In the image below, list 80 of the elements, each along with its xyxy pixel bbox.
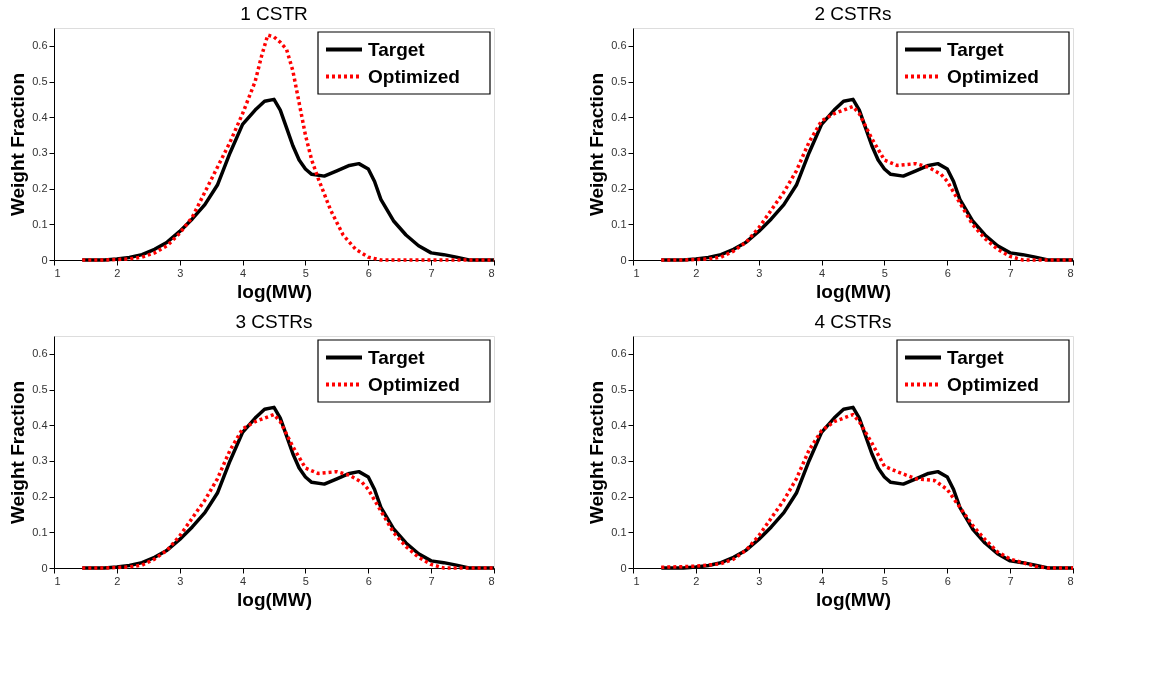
y-tick-label: 0 [41, 561, 48, 574]
legend-label: Target [947, 346, 1005, 368]
y-tick-label: 0.4 [611, 110, 627, 123]
y-tick-label: 0.4 [611, 418, 627, 431]
x-tick-label: 4 [240, 266, 247, 279]
x-tick-label: 2 [114, 574, 121, 587]
x-tick-label: 5 [302, 266, 309, 279]
y-tick-label: 0.3 [32, 146, 48, 159]
y-tick-label: 0 [620, 561, 627, 574]
chart-title: 2 CSTRs [814, 3, 892, 24]
x-tick-label: 7 [1007, 266, 1014, 279]
y-tick-label: 0.1 [611, 525, 627, 538]
x-tick-label: 2 [693, 574, 700, 587]
y-tick-label: 0.6 [32, 39, 48, 52]
legend-label: Optimized [368, 65, 460, 87]
legend-label: Target [947, 38, 1005, 60]
y-tick-label: 0 [41, 253, 48, 266]
y-axis-title: Weight Fraction [7, 380, 29, 525]
y-tick-label: 0.2 [32, 182, 48, 195]
x-tick-label: 6 [944, 266, 951, 279]
y-tick-label: 0.5 [32, 75, 48, 88]
y-axis-title: Weight Fraction [7, 72, 29, 217]
chart-title: 4 CSTRs [814, 311, 892, 332]
y-tick-label: 0.4 [32, 418, 48, 431]
y-tick-label: 0.4 [32, 110, 48, 123]
x-tick-label: 4 [819, 574, 826, 587]
y-tick-label: 0.3 [611, 454, 627, 467]
y-tick-label: 0.1 [32, 525, 48, 538]
x-tick-label: 3 [177, 266, 184, 279]
legend-label: Target [368, 346, 426, 368]
x-tick-label: 8 [488, 266, 495, 279]
y-axis-title: Weight Fraction [586, 380, 608, 525]
x-tick-label: 7 [428, 266, 435, 279]
x-tick-label: 7 [428, 574, 435, 587]
y-axis-title: Weight Fraction [586, 72, 608, 217]
x-tick-label: 5 [302, 574, 309, 587]
x-tick-label: 3 [756, 574, 763, 587]
x-tick-label: 8 [488, 574, 495, 587]
y-tick-label: 0.2 [611, 490, 627, 503]
x-tick-label: 3 [177, 574, 184, 587]
x-tick-label: 2 [114, 266, 121, 279]
x-axis-title: log(MW) [816, 280, 891, 302]
x-tick-label: 2 [693, 266, 700, 279]
x-tick-label: 1 [54, 574, 61, 587]
x-tick-label: 3 [756, 266, 763, 279]
x-axis-title: log(MW) [237, 280, 312, 302]
y-tick-label: 0.6 [611, 39, 627, 52]
y-tick-label: 0.2 [32, 490, 48, 503]
chart-title: 3 CSTRs [235, 311, 313, 332]
x-axis-title: log(MW) [237, 588, 312, 610]
y-tick-label: 0.5 [611, 383, 627, 396]
x-tick-label: 6 [365, 266, 372, 279]
legend-label: Optimized [947, 373, 1039, 395]
x-tick-label: 1 [633, 574, 640, 587]
y-tick-label: 0.2 [611, 182, 627, 195]
y-tick-label: 0.1 [32, 217, 48, 230]
x-tick-label: 5 [881, 574, 888, 587]
x-tick-label: 5 [881, 266, 888, 279]
x-axis-title: log(MW) [816, 588, 891, 610]
y-tick-label: 0.5 [611, 75, 627, 88]
y-tick-label: 0.1 [611, 217, 627, 230]
x-tick-label: 1 [54, 266, 61, 279]
y-tick-label: 0.3 [611, 146, 627, 159]
y-tick-label: 0.3 [32, 454, 48, 467]
chart-title: 1 CSTR [240, 3, 308, 24]
y-tick-label: 0.6 [32, 347, 48, 360]
x-tick-label: 4 [819, 266, 826, 279]
x-tick-label: 1 [633, 266, 640, 279]
y-tick-label: 0.5 [32, 383, 48, 396]
legend-label: Target [368, 38, 426, 60]
legend-label: Optimized [368, 373, 460, 395]
x-tick-label: 8 [1067, 266, 1074, 279]
x-tick-label: 6 [944, 574, 951, 587]
legend-label: Optimized [947, 65, 1039, 87]
x-tick-label: 8 [1067, 574, 1074, 587]
x-tick-label: 4 [240, 574, 247, 587]
y-tick-label: 0.6 [611, 347, 627, 360]
y-tick-label: 0 [620, 253, 627, 266]
x-tick-label: 6 [365, 574, 372, 587]
x-tick-label: 7 [1007, 574, 1014, 587]
